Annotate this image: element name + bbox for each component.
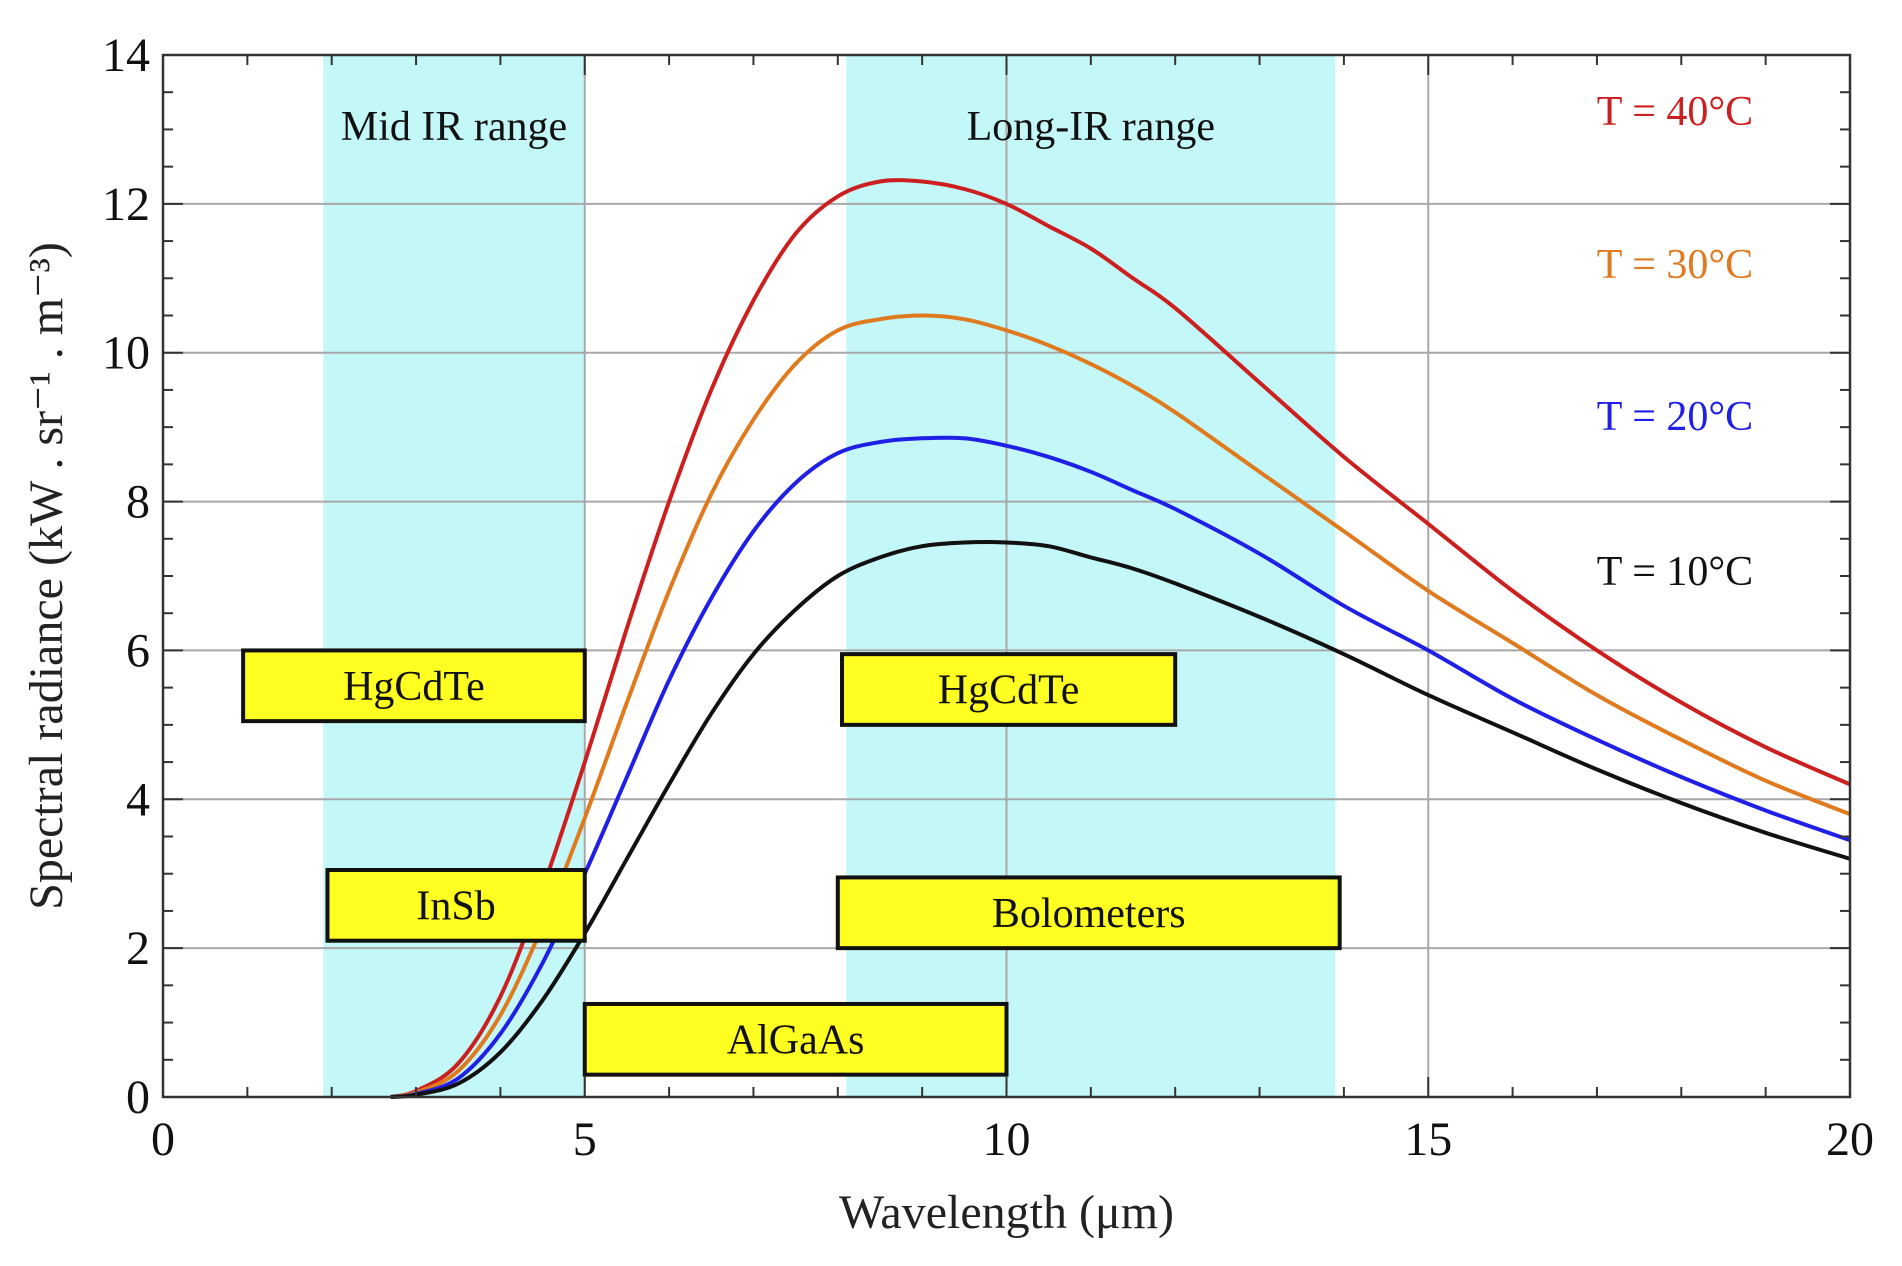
x-tick-label-10: 10 [983, 1113, 1031, 1166]
x-tick-label-15: 15 [1404, 1113, 1452, 1166]
detector-label-bolometers-3: Bolometers [992, 891, 1186, 937]
x-tick-label-0: 0 [151, 1113, 175, 1166]
legend-entry-t-40-c: T = 40°C [1597, 89, 1753, 135]
x-tick-label-20: 20 [1826, 1113, 1874, 1166]
detector-label-insb-1: InSb [416, 883, 495, 929]
axes [161, 53, 1852, 1099]
series-line-t-40-c [390, 178, 1851, 1099]
y-tick-label-6: 6 [126, 624, 150, 677]
y-axis-title: Spectral radiance (kW . sr⁻¹ . m⁻³) [20, 242, 73, 910]
y-tick-label-10: 10 [102, 327, 150, 380]
y-tick-label-4: 4 [126, 773, 150, 826]
legend-entry-t-30-c: T = 30°C [1597, 242, 1753, 288]
y-tick-label-2: 2 [126, 922, 150, 975]
radiance-curves [390, 178, 1851, 1099]
detector-box-hgcdte-0 [241, 648, 587, 724]
detector-label-hgcdte-0: HgCdTe [343, 664, 485, 710]
region-label-long-ir-range: Long-IR range [967, 104, 1215, 150]
detector-boxes: HgCdTe InSb HgCdTe Bolometers AlGaAs [241, 648, 1342, 1077]
detector-label-algaas-4: AlGaAs [727, 1017, 865, 1063]
detector-label-hgcdte-2: HgCdTe [938, 668, 1080, 714]
y-tick-label-8: 8 [126, 476, 150, 529]
y-tick-label-0: 0 [126, 1071, 150, 1124]
y-tick-label-14: 14 [102, 29, 150, 82]
region-label-mid-ir-range: Mid IR range [341, 104, 567, 150]
detector-box-algaas-4 [582, 1001, 1009, 1077]
y-tick-label-12: 12 [102, 178, 150, 231]
x-axis-title: Wavelength (μm) [839, 1186, 1174, 1239]
legend-entry-t-10-c: T = 10°C [1597, 549, 1753, 595]
series-line-t-30-c [390, 313, 1851, 1099]
labels: Mid IR range Long-IR range T = 40°C T = 30°… [20, 29, 1874, 1239]
legend-entry-t-20-c: T = 20°C [1597, 394, 1753, 440]
detector-box-insb-1 [325, 867, 587, 943]
detector-box-bolometers-3 [835, 875, 1342, 951]
detector-box-hgcdte-2 [840, 652, 1178, 727]
x-tick-label-5: 5 [573, 1113, 597, 1166]
series-line-t-10-c [390, 540, 1851, 1099]
